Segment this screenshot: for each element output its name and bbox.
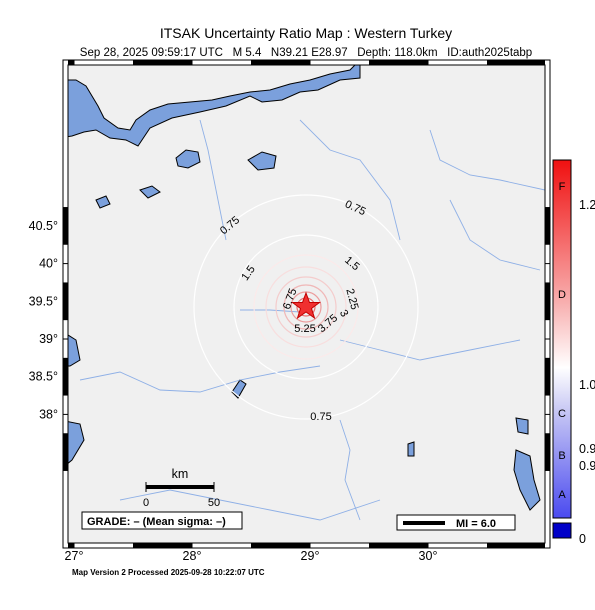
- river: [199, 119, 227, 241]
- frame-bar: [545, 433, 550, 471]
- colorbar: [552, 159, 572, 519]
- river: [429, 129, 545, 191]
- scale-start: 0: [143, 497, 149, 509]
- epicenter-star: [291, 291, 321, 320]
- frame-bar: [487, 60, 545, 65]
- title: ITSAK Uncertainty Ratio Map : Western Tu…: [160, 25, 452, 41]
- lat-tick-label: 38°: [39, 407, 58, 421]
- river: [79, 365, 321, 393]
- scale-end-label: 50: [208, 497, 220, 509]
- aegean-coast: [68, 334, 81, 367]
- thrace: [68, 65, 356, 131]
- contour-ring: [275, 276, 337, 338]
- lat-tick-label: 38.5°: [29, 370, 58, 384]
- lon-tick-label: 27°: [65, 549, 84, 563]
- footer: Map Version 2 Processed 2025-09-28 10:22…: [72, 568, 265, 577]
- lake: [95, 195, 111, 209]
- contour-ring: [193, 194, 419, 420]
- frame-bar: [133, 60, 192, 65]
- lake: [407, 441, 415, 457]
- subtitle: Sep 28, 2025 09:59:17 UTC M 5.4 N39.21 E…: [80, 47, 532, 59]
- mi-legend-box: [396, 514, 516, 531]
- colorbar-value: 0: [579, 532, 586, 546]
- frame-bar: [369, 543, 428, 548]
- contour-ring: [253, 254, 359, 360]
- map-area: 0.75 0.75 0.75 1.5 1.5 2.25 3.75 5.25 6.…: [68, 65, 545, 543]
- mi-legend-text: MI = 6.0: [456, 518, 496, 530]
- frame-bar: [63, 433, 68, 471]
- lake: [515, 417, 529, 435]
- colorbar-value: 1.0: [579, 378, 595, 392]
- river: [299, 119, 401, 241]
- frame-bar: [68, 543, 74, 548]
- colorbar-grade: F: [559, 181, 566, 193]
- lon-tick-label: 29°: [301, 549, 320, 563]
- frame-bar: [68, 60, 74, 65]
- contour-label: 2.25: [343, 287, 360, 311]
- colorbar-grade: D: [558, 289, 566, 301]
- frame-bar: [133, 543, 192, 548]
- lon-tick-label: 30°: [419, 549, 438, 563]
- island: [247, 151, 277, 171]
- contour-label: 0.75: [310, 411, 331, 423]
- colorbar-value: 0.9: [579, 442, 595, 456]
- colorbar-value: 0.9: [579, 459, 595, 473]
- lat-tick-label: 39.5°: [29, 294, 58, 308]
- frame-bar: [251, 60, 310, 65]
- lon-tick-label: 28°: [183, 549, 202, 563]
- river: [339, 419, 361, 521]
- frame-bar: [369, 60, 428, 65]
- colorbar-grade: A: [558, 489, 566, 501]
- contour-ring: [265, 266, 347, 348]
- contour-ring: [233, 234, 379, 380]
- contour-ring: [283, 284, 329, 330]
- frame-bar: [487, 543, 545, 548]
- lake: [513, 449, 541, 511]
- river: [240, 309, 301, 313]
- lat-tick-label: 40°: [39, 257, 58, 271]
- frame-bar: [251, 543, 310, 548]
- lat-tick-label: 40.5°: [29, 219, 58, 233]
- grade-box: [81, 511, 243, 530]
- scale-bar: [146, 485, 214, 489]
- contour-label: 3: [337, 308, 350, 319]
- aegean-coast: [68, 421, 85, 464]
- colorbar-value: 1.2: [579, 198, 595, 212]
- colorbar-grade: C: [558, 408, 566, 420]
- river: [119, 489, 381, 521]
- contour-label: 5.25: [294, 323, 315, 335]
- colorbar-below: [552, 522, 572, 539]
- mi-legend-bar: [403, 521, 445, 525]
- lat-tick-label: 39°: [39, 332, 58, 346]
- colorbar-grade: B: [558, 450, 565, 462]
- grade-text: GRADE: – (Mean sigma: –): [87, 516, 226, 528]
- island: [175, 149, 201, 169]
- river: [449, 199, 541, 271]
- scale-unit: km: [172, 467, 189, 481]
- lake: [139, 185, 161, 199]
